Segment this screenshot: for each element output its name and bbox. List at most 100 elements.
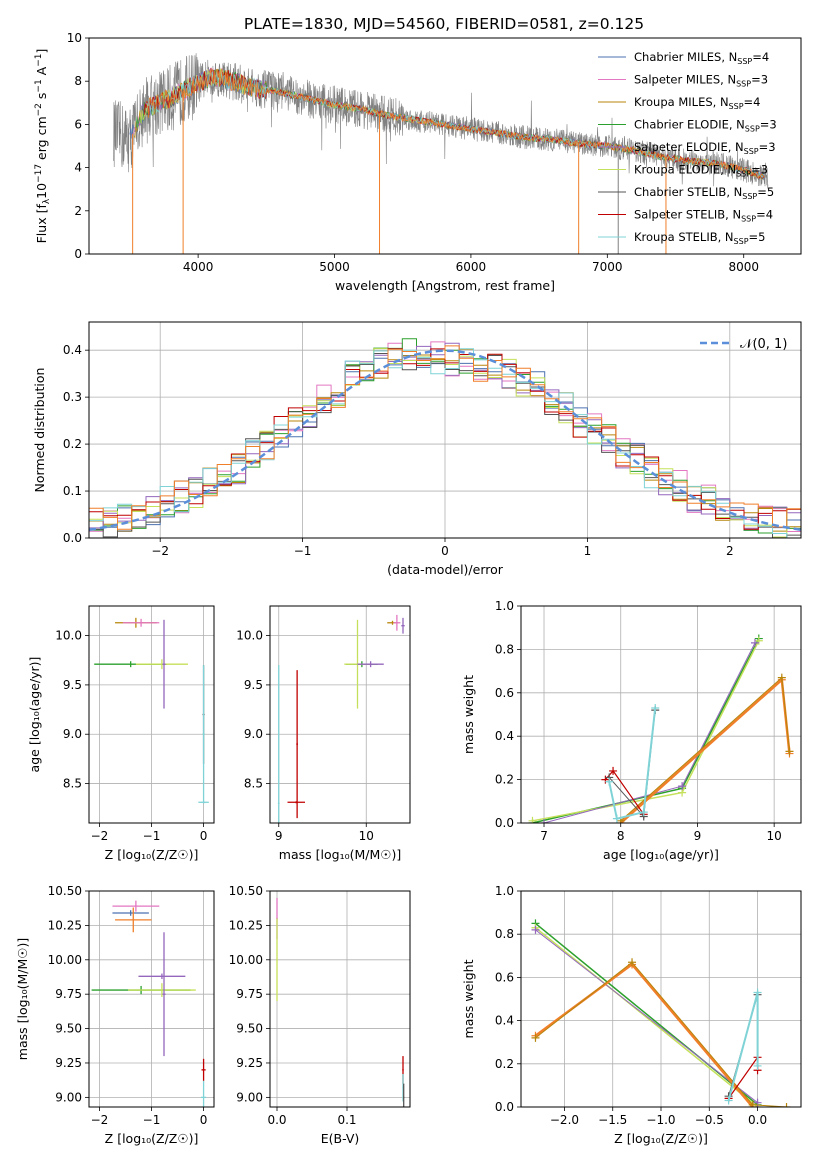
legend-label-text: Chabrier STELIB, N: [634, 185, 742, 199]
x-tick-label: 6000: [456, 260, 487, 274]
x-tick-label: 0: [200, 829, 208, 843]
error-bar-point: [162, 932, 166, 1057]
error-bar-point: [201, 1058, 206, 1081]
axes-age-vs-mass: 9 10 8.5 9.0 9.5 10.0 mass [log₁₀(M/M☉)]: [236, 605, 411, 862]
y-tick-label: 0.8: [495, 927, 514, 941]
figure-title: PLATE=1830, MJD=54560, FIBERID=0581, z=0…: [244, 15, 644, 33]
x-tick-label: 5000: [319, 260, 350, 274]
x-tick-label: 10: [359, 829, 374, 843]
grid: [89, 606, 214, 823]
x-tick-label: 0: [441, 544, 449, 558]
x-tick-label: −1: [143, 1113, 161, 1127]
x-axis-label: wavelength [Angstrom, rest frame]: [335, 278, 555, 293]
legend-label-sub: SSP: [736, 170, 751, 179]
series-point-marker: [782, 1103, 791, 1107]
series-point-marker: [753, 1061, 762, 1070]
series-point-marker: [531, 1033, 540, 1042]
error-bar-point: [401, 617, 405, 634]
legend-label-post: =3: [759, 140, 776, 154]
series-point-marker: [531, 925, 540, 934]
axes-frame: [88, 37, 802, 255]
series-point-marker: [777, 673, 786, 682]
x-tick-label: −2: [151, 544, 169, 558]
legend-label: 𝒩(0, 1): [740, 337, 787, 352]
legend-label-post: =4: [752, 50, 769, 64]
plot-area: [277, 614, 405, 823]
y-tick-label: 0.0: [495, 1100, 514, 1114]
x-axis-label: mass [log₁₀(M/M☉)]: [279, 847, 401, 862]
plot-area: [531, 919, 791, 1107]
x-axis-label: E(B-V): [321, 1131, 360, 1146]
legend-label-sub: SSP: [729, 102, 744, 111]
y-tick-label: 9.25: [236, 1056, 263, 1070]
legend-label: Chabrier MILES, NSSP=4: [634, 50, 769, 66]
series-point-marker: [724, 1096, 733, 1105]
error-bar-point: [287, 801, 305, 804]
error-bar-point: [357, 661, 384, 668]
axes-frame: [88, 890, 215, 1108]
y-axis-label-part: erg cm: [34, 116, 49, 164]
model-spectrum-line: [147, 67, 765, 180]
y-tick-label: 9.50: [236, 1022, 263, 1036]
x-axis-label: Z [log₁₀(Z/Z☉)]: [105, 847, 199, 862]
x-tick-label: 1: [584, 544, 592, 558]
legend-label-post: =3: [760, 118, 777, 132]
y-tick-label: 0.4: [495, 729, 514, 743]
y-tick-label: 0.2: [495, 1057, 514, 1071]
x-tick-label: 8000: [728, 260, 759, 274]
y-axis-label-part: λ: [42, 198, 52, 204]
x-tick-label: 8: [617, 829, 625, 843]
error-bar-point: [112, 910, 149, 916]
y-tick-label: 0.0: [495, 816, 514, 830]
error-bar-point: [393, 614, 401, 631]
histogram-step-line: [89, 348, 801, 538]
y-tick-label: 9.75: [236, 987, 263, 1001]
legend-label: Salpeter ELODIE, NSSP=3: [634, 140, 776, 156]
error-bar-point: [277, 665, 280, 823]
legend-label-post: =3: [751, 163, 768, 177]
y-axis-label-part: s: [34, 93, 49, 104]
x-tick-label: 7: [540, 829, 548, 843]
error-bar-point: [112, 900, 160, 912]
error-bar-point: [138, 973, 186, 980]
grid: [270, 890, 410, 1107]
series-line: [535, 929, 758, 1104]
y-tick-label: 9.00: [55, 1090, 82, 1104]
y-axis-label-part: A: [34, 66, 49, 79]
y-axis-label: age [log₁₀(age/yr)]: [27, 657, 42, 773]
y-axis-label: mass [log₁₀(M/M☉)]: [15, 938, 30, 1060]
plot-area: [276, 897, 405, 1107]
y-tick-label: 9.00: [236, 1090, 263, 1104]
x-tick-label: −2: [91, 1113, 109, 1127]
legend-label-post: =5: [749, 230, 766, 244]
series-point-marker: [540, 819, 549, 823]
grid: [521, 890, 801, 1108]
axes-frame: [269, 890, 411, 1108]
axes-frame: [88, 321, 802, 539]
y-tick-label: 9.5: [244, 678, 263, 692]
y-tick-label: 0.1: [63, 484, 82, 498]
legend-label-post: =3: [751, 73, 768, 87]
series-point-marker: [639, 808, 648, 817]
plot-area: [113, 53, 769, 254]
series-line: [535, 961, 787, 1107]
legend-label-text: Chabrier ELODIE, N: [634, 118, 745, 132]
legend-label-sub: SSP: [734, 237, 749, 246]
y-tick-label: 9.25: [55, 1056, 82, 1070]
y-tick-label: 10.0: [236, 629, 263, 643]
legend-label-sub: SSP: [744, 147, 759, 156]
y-tick-label: 8.5: [244, 777, 263, 791]
y-tick-label: 0.8: [495, 642, 514, 656]
axes-frame: [520, 890, 802, 1108]
series-line: [534, 962, 754, 1107]
x-tick-label: 7000: [592, 260, 623, 274]
series-point-marker: [605, 777, 614, 786]
y-axis-label: mass weight: [461, 675, 476, 754]
y-tick-label: 9.5: [63, 678, 82, 692]
plot-area: [91, 900, 207, 1107]
y-tick-label: 0.2: [495, 773, 514, 787]
normal-curve-line: [89, 349, 801, 532]
error-bar-point: [122, 618, 160, 627]
legend-label: Salpeter STELIB, NSSP=4: [634, 208, 773, 224]
y-tick-label: 10: [67, 31, 82, 45]
